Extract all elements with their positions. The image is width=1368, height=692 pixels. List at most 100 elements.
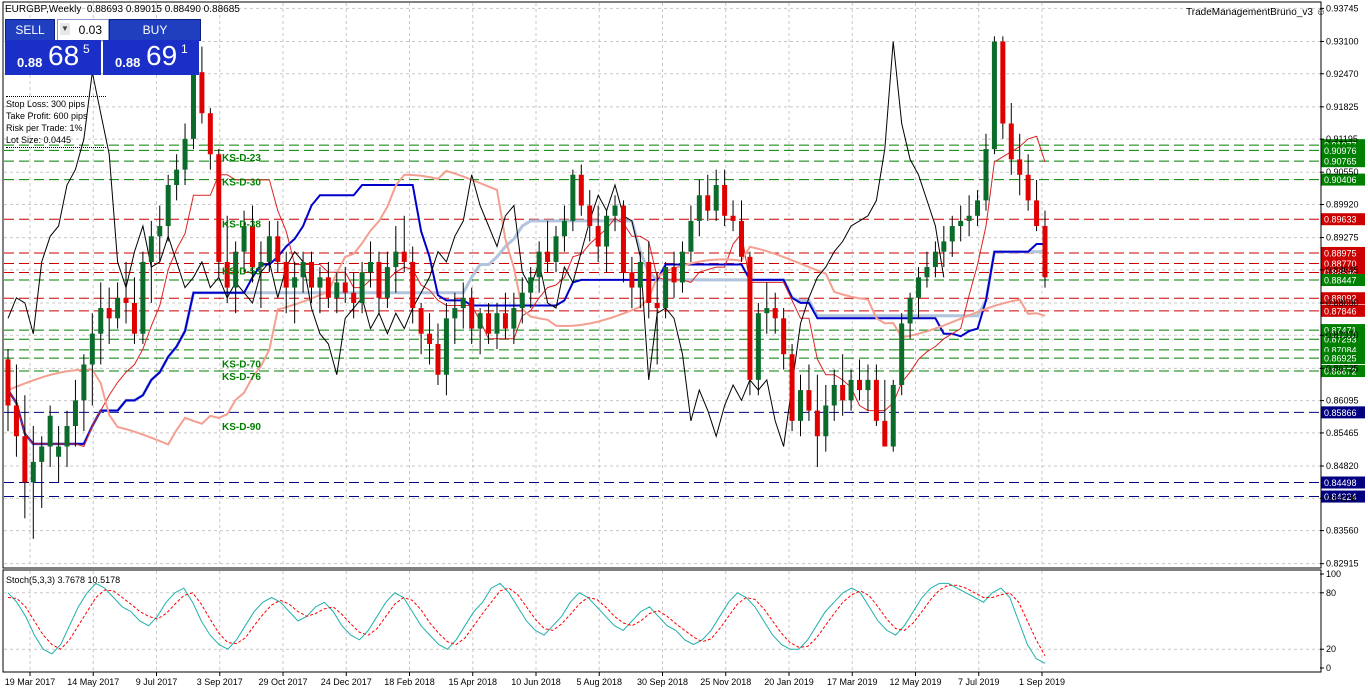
candle-body bbox=[755, 313, 761, 380]
price-tick-label: 0.86095 bbox=[1326, 396, 1359, 406]
level-price-label: 0.89633 bbox=[1324, 215, 1357, 225]
ks-label: KS-D-53 bbox=[222, 267, 261, 278]
candle-body bbox=[81, 364, 87, 401]
candle-body bbox=[123, 297, 129, 303]
candle-body bbox=[1008, 123, 1014, 160]
candle-body bbox=[435, 343, 441, 375]
candle-body bbox=[604, 215, 610, 247]
candle-body bbox=[157, 226, 163, 237]
stoch-tick-label: 20 bbox=[1326, 644, 1336, 654]
candle-body bbox=[966, 215, 972, 221]
candle-body bbox=[190, 72, 196, 139]
candle-body bbox=[148, 236, 154, 262]
candle-body bbox=[5, 359, 11, 406]
candle-body bbox=[39, 446, 45, 462]
lot-dropdown-icon[interactable]: ▼ bbox=[60, 23, 70, 35]
candle-body bbox=[427, 333, 433, 344]
price-tick-label: 0.84820 bbox=[1326, 461, 1359, 471]
candle-body bbox=[536, 251, 542, 278]
level-price-tag bbox=[1321, 144, 1365, 157]
candle-body bbox=[561, 220, 567, 237]
time-tick-label: 17 Mar 2019 bbox=[827, 677, 878, 687]
price-axis: 0.93745 0.93100 0.92470 0.91825 0.91195 0.905… bbox=[1320, 3, 1359, 569]
lot-size-input[interactable] bbox=[58, 20, 108, 40]
candle-body bbox=[494, 313, 500, 334]
candle-body bbox=[165, 185, 171, 227]
time-tick-label: 14 May 2017 bbox=[67, 677, 119, 687]
candle-body bbox=[949, 226, 955, 242]
time-tick-label: 10 Jun 2018 bbox=[511, 677, 561, 687]
candle-body bbox=[781, 318, 787, 355]
candle-body bbox=[443, 318, 449, 375]
level-price-label: 0.88594 bbox=[1324, 268, 1357, 278]
time-tick-label: 30 Sep 2018 bbox=[637, 677, 688, 687]
stop-loss-text: Stop Loss: 300 pips bbox=[6, 99, 86, 109]
take-profit-text: Take Profit: 600 pips bbox=[6, 111, 88, 121]
candle-body bbox=[334, 282, 340, 298]
time-tick-label: 24 Dec 2017 bbox=[321, 677, 372, 687]
chikou-line bbox=[7, 41, 945, 447]
level-price-label: 0.84224 bbox=[1324, 492, 1357, 502]
risk-text: Risk per Trade: 1% bbox=[6, 123, 83, 133]
candle-body bbox=[696, 195, 702, 221]
sell-price-button[interactable]: 0.88 68 5 bbox=[5, 40, 101, 75]
candle-body bbox=[376, 261, 382, 298]
horizontal-levels: 0.910770.909760.907650.904060.896330.889… bbox=[4, 139, 1365, 503]
buy-price-button[interactable]: 0.88 69 1 bbox=[103, 40, 199, 75]
candle-body bbox=[182, 138, 188, 170]
time-tick-label: 5 Aug 2018 bbox=[576, 677, 622, 687]
candle-body bbox=[620, 205, 626, 273]
price-tick-label: 0.91195 bbox=[1326, 134, 1358, 144]
info-separator bbox=[6, 147, 106, 148]
candle-body bbox=[890, 384, 896, 447]
time-tick-label: 15 Apr 2018 bbox=[448, 677, 497, 687]
candle-body bbox=[98, 308, 104, 334]
candle-body bbox=[469, 297, 475, 329]
level-price-label: 0.87471 bbox=[1324, 326, 1357, 336]
candle-body bbox=[907, 297, 913, 324]
candle-body bbox=[865, 379, 871, 391]
stoch-title: Stoch(5,3,3) 3.7678 10.5178 bbox=[6, 575, 120, 585]
candle-body bbox=[351, 292, 357, 303]
lot-size-field[interactable]: ▼ bbox=[57, 19, 109, 41]
candle-body bbox=[241, 226, 247, 252]
time-tick-label: 12 May 2019 bbox=[889, 677, 941, 687]
time-tick-label: 20 Jan 2019 bbox=[764, 677, 814, 687]
time-tick-label: 1 Sep 2019 bbox=[1019, 677, 1065, 687]
candle-body bbox=[679, 251, 685, 283]
candle-body bbox=[174, 169, 180, 186]
candle-body bbox=[730, 215, 736, 221]
candlestick-series bbox=[5, 36, 1048, 539]
candle-body bbox=[823, 405, 829, 437]
level-price-label: 0.88770 bbox=[1324, 259, 1357, 269]
price-tick-label: 0.92470 bbox=[1326, 69, 1359, 79]
level-price-label: 0.90976 bbox=[1324, 146, 1357, 156]
candle-body bbox=[873, 379, 879, 421]
time-tick-label: 29 Oct 2017 bbox=[258, 677, 307, 687]
candle-body bbox=[342, 282, 348, 293]
candle-body bbox=[207, 113, 213, 155]
candle-body bbox=[30, 461, 36, 483]
candle-body bbox=[233, 251, 239, 288]
candle-body bbox=[663, 267, 669, 309]
candle-body bbox=[72, 400, 78, 426]
sell-button[interactable]: SELL bbox=[5, 19, 55, 41]
candle-body bbox=[13, 405, 19, 437]
stoch-frame bbox=[2, 569, 1322, 673]
time-tick-label: 25 Nov 2018 bbox=[700, 677, 751, 687]
time-tick-label: 9 Jul 2017 bbox=[136, 677, 178, 687]
candle-body bbox=[629, 272, 635, 288]
candle-body bbox=[258, 261, 264, 268]
candle-body bbox=[89, 333, 95, 365]
indicator-lines bbox=[6, 41, 1046, 448]
level-price-tag bbox=[1321, 246, 1365, 259]
buy-button[interactable]: BUY bbox=[109, 19, 201, 41]
candle-body bbox=[924, 267, 930, 278]
smiley-icon: ☺ bbox=[1315, 7, 1326, 18]
price-tick-label: 0.93100 bbox=[1326, 36, 1359, 46]
candle-body bbox=[1017, 159, 1023, 175]
candle-body bbox=[275, 236, 281, 262]
candle-body bbox=[393, 251, 399, 268]
expert-label: TradeManagementBruno_v3 ☺ bbox=[1186, 7, 1326, 18]
